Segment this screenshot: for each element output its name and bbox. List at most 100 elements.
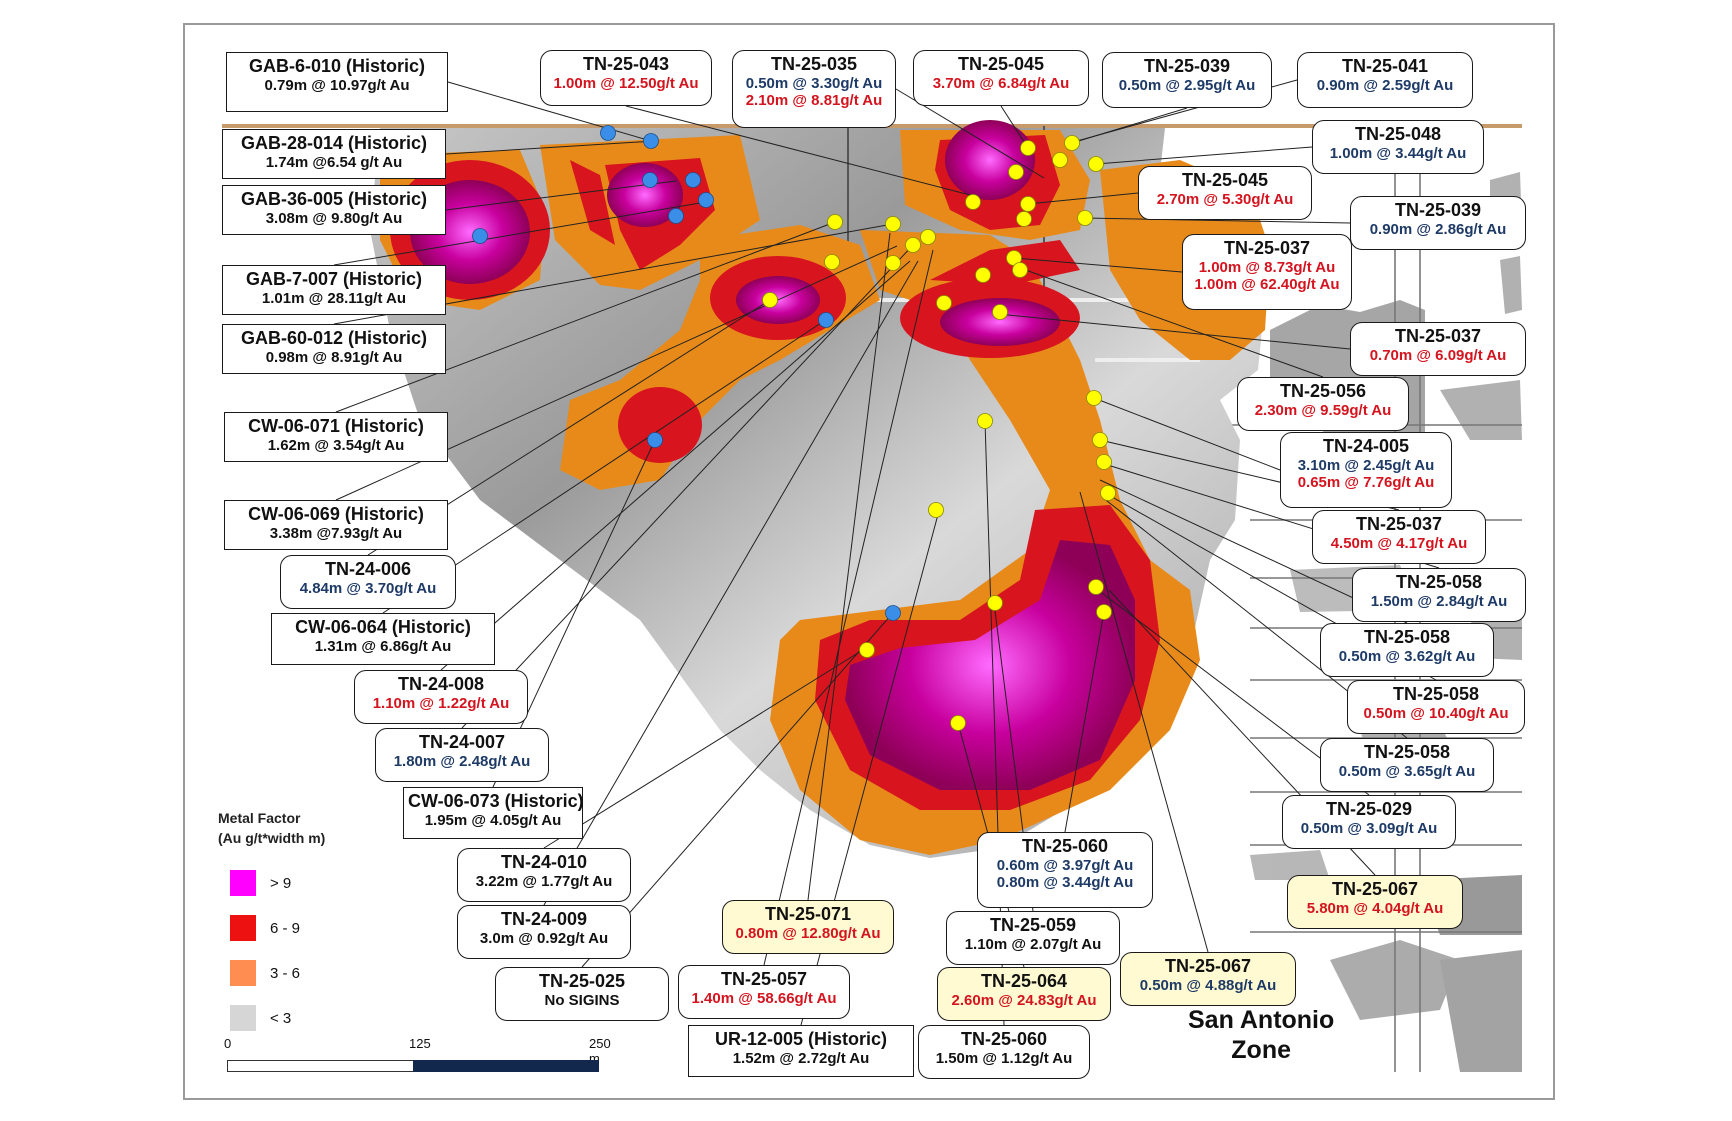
hole-id: TN-25-067	[1164, 956, 1252, 976]
intercept-label-tn-25-059: TN-25-059 1.10m @ 2.07g/t Au	[946, 911, 1120, 965]
hole-id: TN-25-058	[1395, 572, 1483, 592]
leader-line	[445, 180, 677, 211]
legend-label-lt-3: < 3	[270, 1009, 292, 1027]
pierce-points	[472, 125, 1116, 731]
intercept-value: 3.0m @ 0.92g/t Au	[479, 929, 609, 947]
intercept-value: 0.90m @ 2.86g/t Au	[1369, 220, 1507, 238]
legend-title: Metal Factor	[218, 810, 301, 826]
leader-line	[1079, 491, 1209, 953]
hole-id: TN-25-025	[538, 971, 626, 991]
leader-line	[763, 249, 934, 966]
hole-id: TN-24-006	[324, 559, 412, 579]
hole-id: CW-06-073 (Historic)	[408, 791, 584, 811]
leader-line	[447, 81, 652, 142]
pierce-point-historic	[818, 312, 834, 328]
leader-line	[543, 647, 867, 849]
hole-id: GAB-36-005 (Historic)	[240, 189, 428, 209]
legend-row-3-6: 3 - 6	[230, 960, 300, 986]
pierce-point-new	[1088, 579, 1104, 595]
intercept-value: 0.50m @ 3.65g/t Au	[1338, 762, 1476, 780]
intercept-value: 1.74m @6.54 g/t Au	[265, 153, 403, 171]
leader-line	[461, 244, 914, 729]
intercept-label-tn-25-071: TN-25-071 0.80m @ 12.80g/t Au	[722, 900, 894, 954]
intercept-label-tn-25-045-b: TN-25-045 2.70m @ 5.30g/t Au	[1138, 166, 1312, 220]
zone-title-line1: San Antonio	[1188, 1006, 1335, 1034]
legend-swatch-6-9	[230, 915, 256, 941]
intercept-label-tn-25-058-d: TN-25-058 0.50m @ 3.65g/t Au	[1320, 738, 1494, 792]
intercept-value: 4.50m @ 4.17g/t Au	[1330, 534, 1468, 552]
intercept-label-tn-25-058-a: TN-25-058 1.50m @ 2.84g/t Au	[1352, 568, 1526, 622]
intercept-value: 3.08m @ 9.80g/t Au	[265, 209, 403, 227]
intercept-value: 0.50m @ 10.40g/t Au	[1363, 704, 1509, 722]
scale-tick-125: 125	[409, 1036, 431, 1051]
leader-line	[1093, 397, 1281, 471]
legend-swatch-lt-3	[230, 1005, 256, 1031]
legend-row-lt-3: < 3	[230, 1005, 291, 1031]
intercept-value: 5.80m @ 4.04g/t Au	[1306, 899, 1444, 917]
hole-id: TN-25-045	[957, 54, 1045, 74]
hole-id: GAB-60-012 (Historic)	[240, 328, 428, 348]
legend-row-gt-9: > 9	[230, 870, 291, 896]
intercept-label-tn-25-041: TN-25-041 0.90m @ 2.59g/t Au	[1297, 52, 1473, 108]
intercept-label-tn-25-035: TN-25-035 0.50m @ 3.30g/t Au 2.10m @ 8.81g…	[732, 50, 896, 128]
scale-bar: 0 125 250 m	[224, 1036, 611, 1076]
intercept-label-tn-25-067-b: TN-25-067 0.50m @ 4.88g/t Au	[1120, 952, 1296, 1006]
intercept-value: 3.10m @ 2.45g/t Au	[1297, 456, 1435, 474]
intercept-label-tn-25-064: TN-25-064 2.60m @ 24.83g/t Au	[937, 967, 1111, 1021]
intercept-value: 1.31m @ 6.86g/t Au	[314, 637, 452, 655]
hole-id: TN-25-060	[960, 1029, 1048, 1049]
hole-id: CW-06-071 (Historic)	[248, 416, 424, 436]
pierce-point-new	[1096, 454, 1112, 470]
intercept-label-tn-25-060-b: TN-25-060 1.50m @ 1.12g/t Au	[918, 1025, 1090, 1079]
leader-line	[1084, 217, 1351, 224]
scale-bar-dark	[413, 1060, 599, 1072]
intercept-value: 1.95m @ 4.05g/t Au	[424, 811, 562, 829]
leader-line	[543, 260, 919, 906]
intercept-value: 0.80m @ 12.80g/t Au	[735, 924, 881, 942]
pierce-point-new	[1096, 604, 1112, 620]
intercept-value: 0.60m @ 3.97g/t Au	[996, 856, 1134, 874]
pierce-point-new	[920, 229, 936, 245]
intercept-value: 0.65m @ 7.76g/t Au	[1297, 473, 1435, 491]
hole-id: TN-24-005	[1322, 436, 1410, 456]
leader-line	[997, 313, 1351, 350]
hole-id: TN-25-067	[1331, 879, 1419, 899]
hole-id: TN-25-058	[1392, 684, 1480, 704]
intercept-value: 1.00m @ 3.44g/t Au	[1329, 144, 1467, 162]
hole-id: TN-25-037	[1394, 326, 1482, 346]
pierce-point-historic	[600, 125, 616, 141]
pierce-point-new	[987, 595, 1003, 611]
intercept-value: 0.79m @ 10.97g/t Au	[264, 76, 410, 94]
intercept-label-tn-25-039-a: TN-25-039 0.50m @ 2.95g/t Au	[1102, 52, 1272, 108]
leader-line	[440, 260, 911, 671]
leader-line	[333, 201, 707, 266]
intercept-value: 2.10m @ 8.81g/t Au	[745, 91, 883, 109]
leader-line	[382, 318, 828, 614]
pierce-point-historic	[698, 192, 714, 208]
leader-line	[1019, 267, 1324, 378]
intercept-label-gab-28-014: GAB-28-014 (Historic) 1.74m @6.54 g/t Au	[222, 129, 446, 179]
pierce-point-new	[827, 214, 843, 230]
intercept-label-gab-7-007: GAB-7-007 (Historic) 1.01m @ 28.11g/t Au	[222, 265, 446, 315]
intercept-label-tn-25-043: TN-25-043 1.00m @ 12.50g/t Au	[540, 50, 712, 106]
hole-id: TN-25-048	[1354, 124, 1442, 144]
intercept-label-tn-25-037-a: TN-25-037 1.00m @ 8.73g/t Au 1.00m @ 62.40…	[1182, 234, 1352, 310]
intercept-value: 1.00m @ 8.73g/t Au	[1198, 258, 1336, 276]
pierce-point-new	[762, 292, 778, 308]
hole-id: TN-25-060	[1021, 836, 1109, 856]
pierce-point-new	[1008, 164, 1024, 180]
intercept-value: 1.40m @ 58.66g/t Au	[691, 989, 837, 1007]
pierce-point-new	[977, 413, 993, 429]
pierce-point-new	[1077, 210, 1093, 226]
pierce-point-historic	[647, 432, 663, 448]
intercept-value: 0.50m @ 4.88g/t Au	[1139, 976, 1277, 994]
intercept-value: No SIGINS	[544, 991, 620, 1009]
intercept-value: 0.50m @ 3.30g/t Au	[745, 74, 883, 92]
legend-swatch-3-6	[230, 960, 256, 986]
hole-id: TN-25-037	[1355, 514, 1443, 534]
hole-id: TN-25-057	[720, 969, 808, 989]
intercept-value: 0.70m @ 6.09g/t Au	[1369, 346, 1507, 364]
pierce-point-new	[1020, 140, 1036, 156]
pierce-point-new	[1100, 485, 1116, 501]
